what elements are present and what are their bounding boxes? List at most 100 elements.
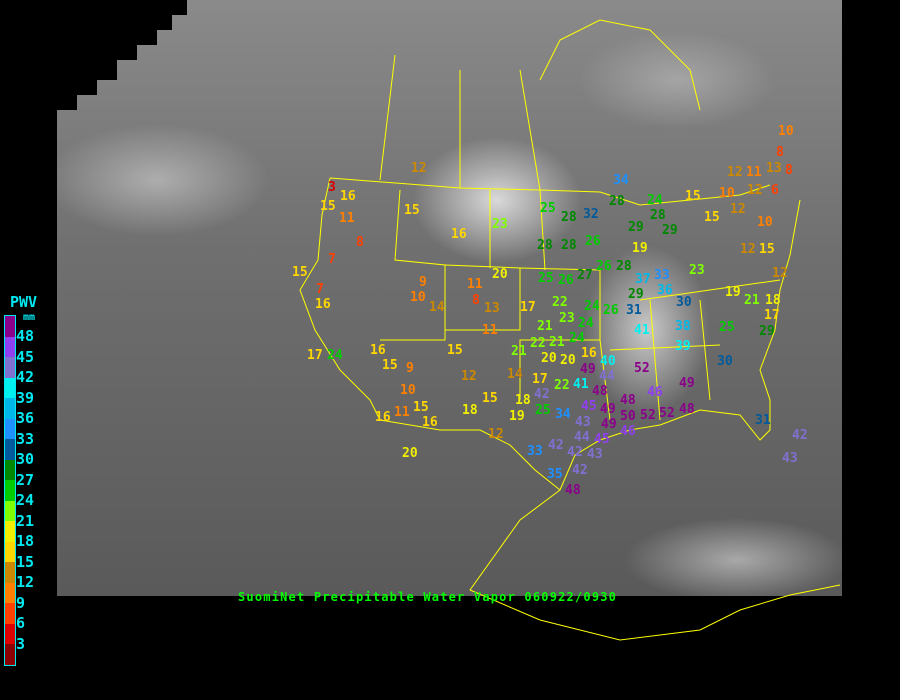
station-pwv-value: 33 [654,268,670,283]
station-pwv-value: 14 [507,367,523,382]
station-pwv-value: 28 [609,194,625,209]
station-pwv-value: 26 [603,303,619,318]
station-pwv-value: 7 [328,252,336,267]
legend-swatch [5,480,15,501]
station-pwv-value: 16 [422,415,438,430]
station-pwv-value: 37 [635,272,651,287]
station-pwv-value: 15 [404,203,420,218]
station-pwv-value: 22 [552,295,568,310]
station-pwv-value: 49 [679,376,695,391]
legend-label: 27 [16,470,35,489]
station-pwv-value: 18 [462,403,478,418]
station-pwv-value: 12 [772,266,788,281]
border-lines [299,19,841,641]
legend-label: 18 [16,532,35,550]
legend-swatch [5,398,15,419]
legend-label: 48 [16,327,35,345]
hudson-bay-coast [539,19,701,111]
station-pwv-value: 41 [573,377,589,392]
state-line [639,279,781,301]
satellite-imagery [57,0,842,596]
station-pwv-value: 8 [785,163,793,178]
station-pwv-value: 17 [307,348,323,363]
station-pwv-value: 16 [581,346,597,361]
station-pwv-value: 29 [662,223,678,238]
station-pwv-value: 28 [561,210,577,225]
state-line [699,299,711,401]
legend-swatch [5,316,15,337]
station-pwv-value: 17 [520,300,536,315]
station-pwv-value: 16 [315,297,331,312]
station-pwv-value: 24 [327,348,343,363]
station-pwv-value: 39 [675,339,691,354]
station-pwv-value: 50 [620,409,636,424]
station-pwv-value: 42 [534,387,550,402]
station-pwv-value: 25 [540,201,556,216]
station-pwv-value: 16 [375,410,391,425]
station-pwv-value: 17 [532,372,548,387]
legend-label: 42 [16,368,35,386]
station-pwv-value: 24 [584,299,600,314]
station-pwv-value: 30 [676,295,692,310]
station-pwv-value: 8 [356,235,364,250]
station-pwv-value: 32 [583,207,599,222]
legend-swatch [5,336,15,357]
station-pwv-value: 48 [565,483,581,498]
mexico-border [379,419,561,491]
station-pwv-value: 34 [555,407,571,422]
legend-swatch [5,541,15,562]
station-pwv-value: 29 [759,324,775,339]
station-pwv-value: 46 [620,424,636,439]
station-pwv-value: 12 [740,242,756,257]
station-pwv-value: 28 [616,259,632,274]
station-pwv-value: 36 [657,283,673,298]
station-pwv-value: 28 [561,238,577,253]
station-pwv-value: 34 [613,173,629,188]
station-pwv-value: 17 [764,308,780,323]
station-pwv-value: 42 [548,438,564,453]
legend-label: 12 [16,573,35,591]
station-pwv-value: 12 [488,427,504,442]
legend-title: PWV [10,293,38,311]
station-pwv-value: 15 [759,242,775,257]
station-pwv-value: 9 [406,361,414,376]
station-pwv-value: 24 [578,316,594,331]
legend-swatch [5,644,15,665]
station-pwv-value: 9 [419,275,427,290]
station-pwv-value: 20 [541,351,557,366]
state-line [609,344,721,351]
station-pwv-value: 19 [509,409,525,424]
pacific-coast [299,177,381,421]
legend-label: 15 [16,552,35,571]
station-pwv-value: 24 [647,193,663,208]
station-pwv-value: 44 [599,369,615,384]
legend-label: 9 [16,593,26,612]
station-pwv-value: 11 [467,277,483,292]
station-pwv-value: 45 [581,399,597,414]
legend-label: 30 [16,450,35,468]
station-pwv-value: 15 [447,343,463,358]
station-pwv-value: 18 [515,393,531,408]
station-pwv-value: 6 [771,183,779,198]
station-pwv-value: 19 [632,241,648,256]
legend-label: 45 [16,347,35,366]
legend-color-bar [4,315,16,666]
station-pwv-value: 15 [292,265,308,280]
canada-us-border [329,177,771,206]
station-pwv-value: 13 [484,301,500,316]
station-pwv-value: 26 [558,273,574,288]
station-pwv-value: 21 [549,335,565,350]
legend-swatch [5,357,15,378]
station-pwv-value: 15 [320,199,336,214]
legend-label: 36 [16,409,35,427]
station-pwv-value: 52 [640,408,656,423]
station-pwv-value: 10 [400,383,416,398]
station-pwv-value: 12 [747,183,763,198]
legend-label: 6 [16,614,26,632]
station-pwv-value: 16 [340,189,356,204]
station-pwv-value: 3 [328,180,336,195]
gulf-coast [559,199,801,491]
state-line [444,264,521,331]
station-pwv-value: 43 [575,415,591,430]
